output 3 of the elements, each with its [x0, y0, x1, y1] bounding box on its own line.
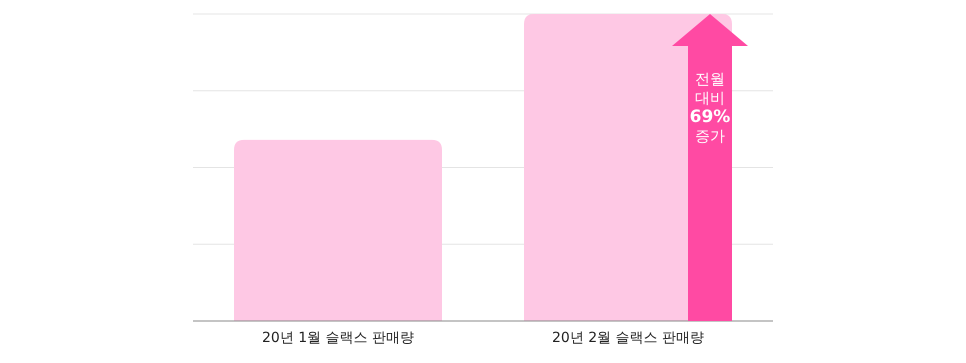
annotation: 전월 대비 69% 증가 — [690, 70, 730, 145]
x-tick-label: 20년 1월 슬랙스 판매량 — [262, 330, 414, 346]
x-tick-label: 20년 2월 슬랙스 판매량 — [552, 330, 704, 346]
